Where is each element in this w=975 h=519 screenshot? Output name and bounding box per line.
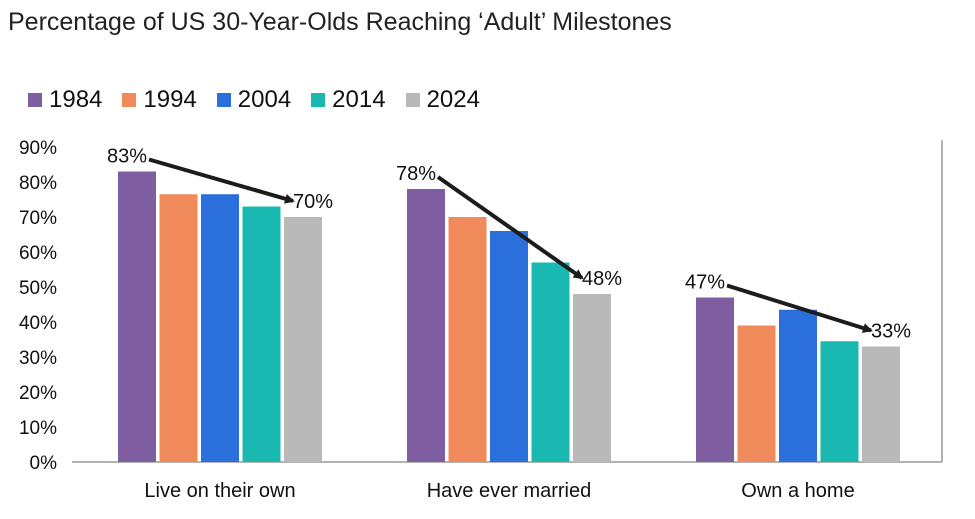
legend-item-2004: 2004 xyxy=(216,86,292,114)
bar-1984-0 xyxy=(118,171,156,462)
legend-swatch xyxy=(122,93,137,107)
bar-2014-2 xyxy=(820,341,859,462)
annotation-start-label: 47% xyxy=(685,272,725,294)
x-category-label: Have ever married xyxy=(427,480,592,502)
y-tick-label: 60% xyxy=(19,243,57,264)
bar-2024-0 xyxy=(284,217,322,462)
y-tick-label: 10% xyxy=(19,418,57,439)
bar-2024-2 xyxy=(862,346,900,462)
legend-swatch xyxy=(311,93,326,107)
legend-swatch xyxy=(216,93,231,107)
chart-title: Percentage of US 30-Year-Olds Reaching ‘… xyxy=(8,8,672,36)
legend-label: 1984 xyxy=(49,86,103,113)
legend-label: 2014 xyxy=(332,86,386,113)
y-tick-label: 80% xyxy=(19,173,57,194)
y-tick-label: 40% xyxy=(19,313,57,334)
annotations: 83% 70% 78% 48% 47% 33% xyxy=(107,146,911,343)
legend: 1984 1994 2004 2014 2024 xyxy=(28,86,480,114)
y-tick-label: 90% xyxy=(19,138,57,159)
trend-arrow xyxy=(436,175,584,280)
trend-arrow xyxy=(148,157,295,204)
y-tick-label: 0% xyxy=(30,453,58,474)
x-axis: Live on their own Have ever married Own a … xyxy=(144,480,854,502)
x-category-label: Own a home xyxy=(741,480,854,502)
y-tick-label: 20% xyxy=(19,383,57,404)
bar-2004-2 xyxy=(779,309,817,462)
annotation-start-label: 78% xyxy=(396,163,436,185)
trend-arrow xyxy=(726,283,873,333)
bar-1994-1 xyxy=(448,217,487,462)
legend-label: 2024 xyxy=(426,86,480,113)
annotation-start-label: 83% xyxy=(107,146,147,168)
bar-2014-0 xyxy=(242,206,281,462)
x-category-label: Live on their own xyxy=(144,480,295,502)
legend-swatch xyxy=(28,93,42,107)
legend-swatch xyxy=(405,93,420,107)
bar-1984-1 xyxy=(407,189,445,462)
annotation-end-label: 70% xyxy=(293,191,333,213)
bars xyxy=(118,171,900,462)
legend-item-1994: 1994 xyxy=(122,86,197,114)
y-tick-label: 30% xyxy=(19,348,57,369)
y-axis: 0% 10% 20% 30% 40% 50% 60% 70% 80% 90% xyxy=(19,138,943,474)
legend-item-1984: 1984 xyxy=(28,86,102,114)
bar-2014-1 xyxy=(531,262,570,462)
annotation-end-label: 33% xyxy=(871,321,911,343)
legend-item-2024: 2024 xyxy=(405,86,480,114)
bar-1994-2 xyxy=(737,325,776,462)
legend-label: 1994 xyxy=(143,86,197,113)
bar-2024-1 xyxy=(573,294,611,462)
annotation-end-label: 48% xyxy=(582,268,622,290)
bar-1994-0 xyxy=(159,194,198,462)
bar-2004-1 xyxy=(490,231,528,462)
bar-1984-2 xyxy=(696,297,734,462)
legend-label: 2004 xyxy=(237,86,292,113)
y-tick-label: 50% xyxy=(19,278,57,299)
y-tick-label: 70% xyxy=(19,208,57,229)
legend-item-2014: 2014 xyxy=(311,86,386,114)
bar-2004-0 xyxy=(201,194,239,462)
